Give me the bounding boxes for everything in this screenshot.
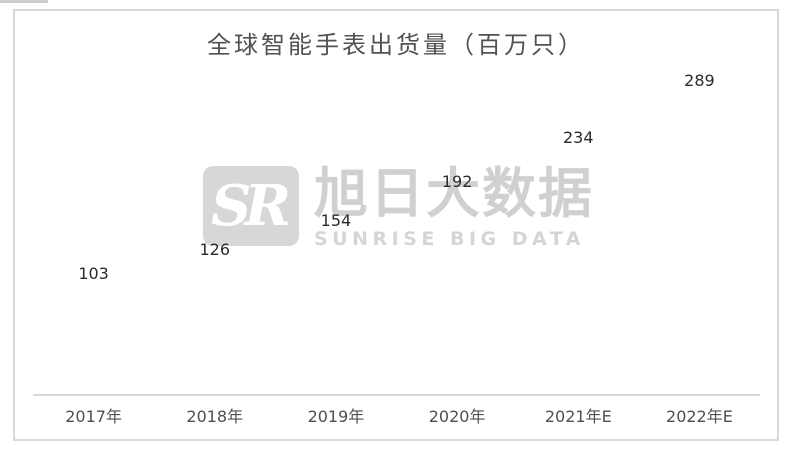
bar-value-label: 154 <box>320 210 352 230</box>
x-tick-label: 2018年 <box>186 407 244 426</box>
bar <box>74 289 114 395</box>
bar-column: 289 <box>639 60 760 395</box>
bar-value-label: 103 <box>78 263 109 283</box>
bar-value-label: 126 <box>199 239 231 259</box>
x-tick-label: 2022年E <box>666 407 733 426</box>
bar-column: 192 <box>397 60 518 395</box>
x-axis-labels: 2017年 2018年 2019年 2020年 2021年E 2022年E <box>33 403 760 427</box>
screen-edge-artifact <box>0 0 48 3</box>
bar <box>679 96 719 395</box>
chart-frame <box>13 9 779 441</box>
x-tick-label: 2017年 <box>65 407 122 426</box>
bar <box>195 265 235 395</box>
chart-title: 全球智能手表出货量（百万只） <box>207 31 585 59</box>
bar-column: 154 <box>275 60 396 395</box>
x-axis-line <box>33 394 760 396</box>
x-tick-label: 2020年 <box>428 407 486 426</box>
x-tick-label: 2021年E <box>544 407 612 426</box>
bar-value-label: 192 <box>441 171 473 191</box>
bar-value-label: 234 <box>563 127 594 147</box>
plot-area: 103 126 154 192 234 289 <box>33 60 760 395</box>
bar-value-label: 289 <box>684 70 715 90</box>
bar-column: 103 <box>33 60 154 395</box>
bar-column: 126 <box>154 60 275 395</box>
bar <box>558 153 598 395</box>
bar-column: 234 <box>518 60 639 395</box>
bar <box>437 197 477 395</box>
x-tick-label: 2019年 <box>307 407 365 426</box>
bar <box>316 236 356 395</box>
